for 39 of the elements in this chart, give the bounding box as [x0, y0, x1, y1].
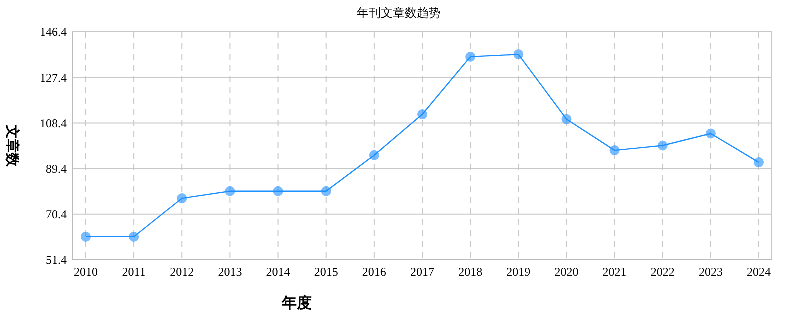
y-tick-label: 89.4	[46, 162, 67, 176]
point	[80, 232, 91, 242]
x-tick-label: 2013	[218, 265, 242, 279]
x-tick-label: 2023	[698, 265, 723, 279]
point	[273, 186, 284, 196]
y-axis-title: 文章数	[4, 124, 21, 168]
x-tick-label: 2016	[362, 265, 386, 279]
x-tick-label: 2017	[410, 265, 434, 279]
y-tick-label: 108.4	[40, 116, 67, 130]
y-tick-label: 127.4	[40, 70, 67, 85]
x-tick-label: 2018	[458, 265, 483, 279]
x-tick-label: 2021	[602, 265, 627, 279]
x-tick-label: 2010	[74, 265, 98, 279]
x-tick-label: 2011	[122, 265, 146, 279]
y-tick-label: 51.4	[46, 253, 67, 268]
point	[466, 52, 476, 62]
point	[754, 158, 764, 168]
point	[225, 186, 236, 196]
x-tick-label: 2024	[747, 265, 772, 279]
point	[610, 146, 620, 156]
x-tick-label: 2019	[506, 265, 531, 279]
point	[129, 232, 140, 242]
y-tick-label: 146.4	[40, 25, 67, 40]
x-tick-label: 2015	[314, 265, 338, 279]
point	[418, 110, 428, 120]
x-axis-title: 年度	[281, 294, 312, 312]
x-tick-label: 2012	[170, 265, 194, 279]
point	[369, 150, 380, 160]
x-tick-label: 2020	[554, 265, 579, 279]
point	[514, 50, 524, 60]
point	[321, 186, 332, 196]
point	[177, 194, 188, 204]
x-tick-label: 2014	[266, 265, 290, 279]
point	[658, 140, 668, 151]
point	[706, 128, 716, 139]
chart-title: 年刊文章数趋势	[357, 6, 441, 20]
x-tick-label: 2022	[650, 265, 675, 279]
point	[562, 114, 572, 124]
y-tick-label: 70.4	[46, 208, 67, 222]
